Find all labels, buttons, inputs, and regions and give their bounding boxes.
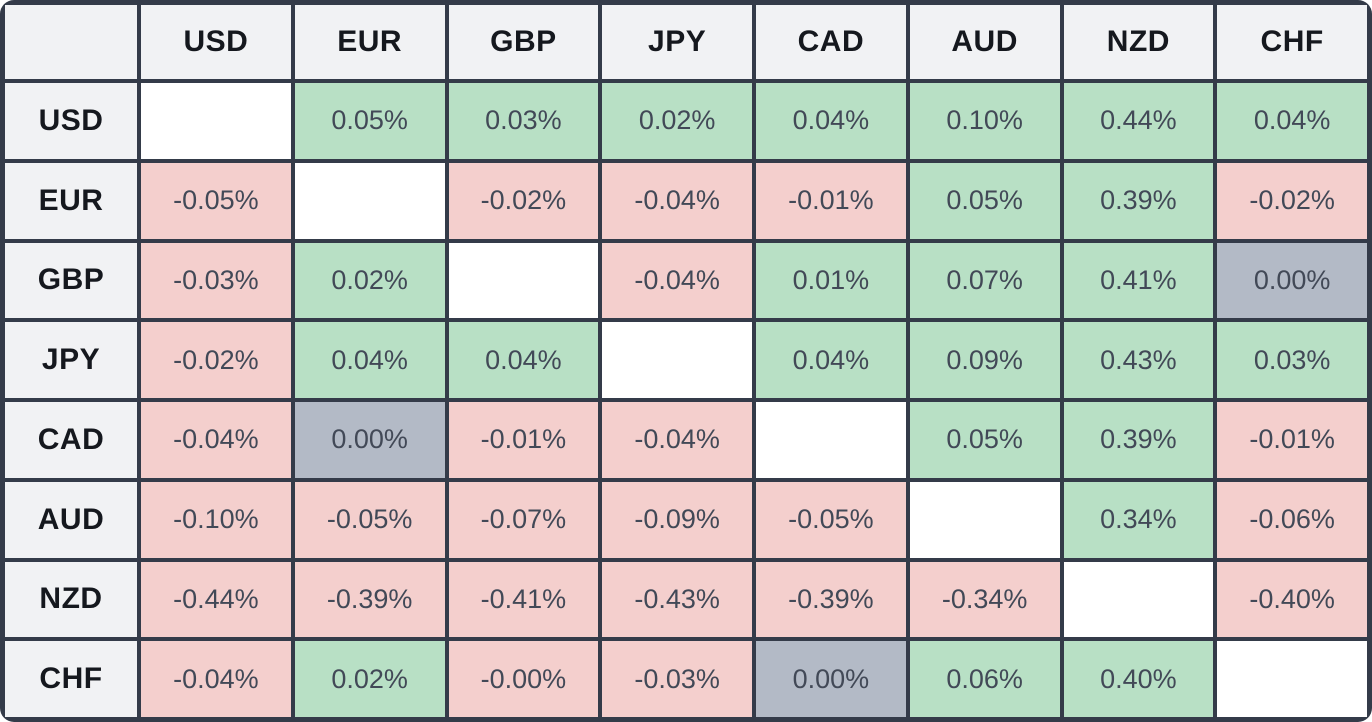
cell-CHF-CAD: 0.00% [756,641,906,717]
col-header-JPY: JPY [602,5,752,79]
cell-NZD-USD: -0.44% [141,561,291,638]
col-header-CAD: CAD [756,5,906,79]
cell-AUD-CAD: -0.05% [756,481,906,558]
col-header-GBP: GBP [448,5,599,79]
cell-JPY-EUR: 0.04% [294,322,445,398]
col-header-CHF: CHF [1217,5,1367,79]
cell-CHF-JPY: -0.03% [602,641,752,717]
cell-GBP-NZD: 0.41% [1063,242,1214,319]
cell-NZD-NZD [1063,561,1214,638]
cell-CAD-CAD [756,402,906,478]
cell-USD-EUR: 0.05% [294,83,445,159]
cell-JPY-AUD: 0.09% [909,322,1060,398]
cell-NZD-CHF: -0.40% [1217,561,1367,638]
cell-USD-CAD: 0.04% [756,83,906,159]
col-header-USD: USD [141,5,291,79]
cell-CHF-GBP: -0.00% [448,641,599,717]
row-header-GBP: GBP [5,242,137,319]
cell-EUR-JPY: -0.04% [602,162,752,239]
col-header-AUD: AUD [909,5,1060,79]
cell-NZD-JPY: -0.43% [602,561,752,638]
cell-GBP-CAD: 0.01% [756,242,906,319]
cell-USD-NZD: 0.44% [1063,83,1214,159]
cell-JPY-CHF: 0.03% [1217,322,1367,398]
cell-USD-USD [141,83,291,159]
cell-NZD-EUR: -0.39% [294,561,445,638]
cell-JPY-USD: -0.02% [141,322,291,398]
cell-AUD-JPY: -0.09% [602,481,752,558]
cell-AUD-GBP: -0.07% [448,481,599,558]
cell-EUR-CHF: -0.02% [1217,162,1367,239]
cell-CHF-CHF [1217,641,1367,717]
col-header-NZD: NZD [1063,5,1214,79]
row-header-USD: USD [5,83,137,159]
cell-EUR-NZD: 0.39% [1063,162,1214,239]
cell-JPY-JPY [602,322,752,398]
cell-CHF-NZD: 0.40% [1063,641,1214,717]
cell-USD-GBP: 0.03% [448,83,599,159]
cell-EUR-CAD: -0.01% [756,162,906,239]
cell-CHF-EUR: 0.02% [294,641,445,717]
col-header-EUR: EUR [294,5,445,79]
cell-NZD-CAD: -0.39% [756,561,906,638]
cell-AUD-NZD: 0.34% [1063,481,1214,558]
cell-EUR-USD: -0.05% [141,162,291,239]
row-header-AUD: AUD [5,481,137,558]
cell-CAD-EUR: 0.00% [294,402,445,478]
cell-EUR-GBP: -0.02% [448,162,599,239]
cell-USD-CHF: 0.04% [1217,83,1367,159]
cell-CAD-JPY: -0.04% [602,402,752,478]
cell-JPY-NZD: 0.43% [1063,322,1214,398]
cell-AUD-CHF: -0.06% [1217,481,1367,558]
cell-CAD-CHF: -0.01% [1217,402,1367,478]
cell-JPY-CAD: 0.04% [756,322,906,398]
cell-AUD-AUD [909,481,1060,558]
cell-GBP-JPY: -0.04% [602,242,752,319]
cell-CHF-AUD: 0.06% [909,641,1060,717]
cell-CAD-NZD: 0.39% [1063,402,1214,478]
cell-CAD-USD: -0.04% [141,402,291,478]
row-header-CAD: CAD [5,402,137,478]
cell-AUD-EUR: -0.05% [294,481,445,558]
cell-CAD-AUD: 0.05% [909,402,1060,478]
cell-CHF-USD: -0.04% [141,641,291,717]
cell-JPY-GBP: 0.04% [448,322,599,398]
row-header-EUR: EUR [5,162,137,239]
row-header-NZD: NZD [5,561,137,638]
corner-cell [5,5,137,79]
row-header-CHF: CHF [5,641,137,717]
cell-AUD-USD: -0.10% [141,481,291,558]
cell-USD-AUD: 0.10% [909,83,1060,159]
cell-USD-JPY: 0.02% [602,83,752,159]
cell-NZD-AUD: -0.34% [909,561,1060,638]
cell-GBP-USD: -0.03% [141,242,291,319]
cell-GBP-AUD: 0.07% [909,242,1060,319]
cell-EUR-AUD: 0.05% [909,162,1060,239]
cell-GBP-GBP [448,242,599,319]
row-header-JPY: JPY [5,322,137,398]
cell-EUR-EUR [294,162,445,239]
cell-GBP-CHF: 0.00% [1217,242,1367,319]
cell-CAD-GBP: -0.01% [448,402,599,478]
cell-NZD-GBP: -0.41% [448,561,599,638]
cell-GBP-EUR: 0.02% [294,242,445,319]
